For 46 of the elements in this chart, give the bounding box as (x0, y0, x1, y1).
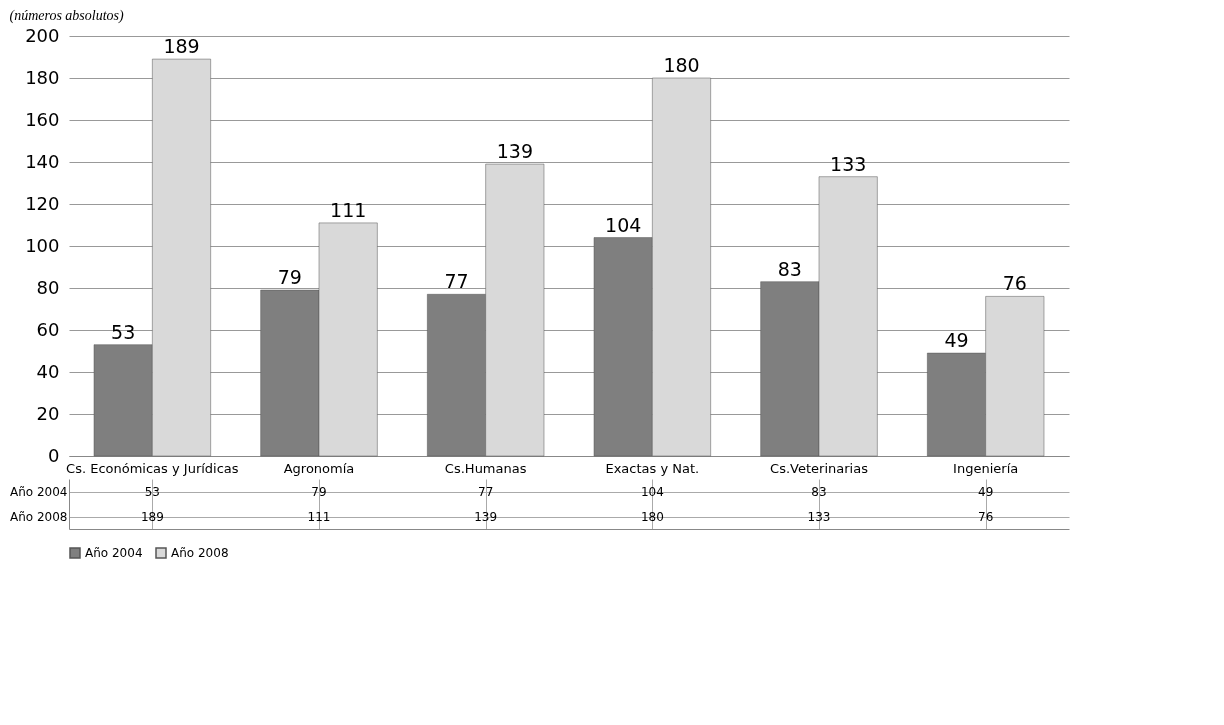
data-label: 180 (663, 54, 700, 76)
y-tick-label: 180 (25, 66, 60, 88)
data-label: 76 (1002, 272, 1027, 295)
text: 76 (978, 509, 994, 524)
text: Año 2008 (9, 510, 68, 524)
data-label: 189 (163, 35, 200, 58)
text: 139 (474, 509, 498, 524)
data-label: 133 (830, 152, 867, 175)
data-label: 49 (944, 329, 969, 352)
data-label: 53 (111, 320, 136, 343)
text: 79 (311, 484, 327, 499)
y-tick-label: 200 (25, 24, 60, 46)
x-tick-label: Cs.Veterinarias (770, 460, 869, 476)
text: 77 (478, 484, 494, 499)
x-tick-label: Agronomía (283, 460, 355, 476)
text: 104 (640, 484, 664, 499)
y-tick-label: 60 (36, 318, 60, 340)
data-label: 83 (777, 257, 802, 280)
text: 49 (978, 484, 994, 499)
text: 189 (140, 509, 164, 524)
y-tick-label: 20 (36, 402, 60, 424)
text: 133 (807, 509, 831, 524)
text: 53 (144, 484, 160, 499)
data-label: 139 (496, 140, 533, 163)
data-label: 77 (444, 270, 469, 293)
legend-label: Año 2008 (171, 546, 229, 560)
y-tick-label: 160 (25, 108, 60, 130)
y-tick-label: 120 (25, 192, 60, 214)
y-tick-label: 0 (48, 444, 60, 466)
y-tick-label: 40 (36, 360, 60, 382)
x-tick-label: Exactas y Nat. (605, 460, 700, 476)
data-label: 79 (277, 266, 302, 289)
y-tick-label: 80 (36, 276, 60, 298)
legend-label: Año 2004 (85, 546, 143, 560)
text: 83 (811, 484, 827, 499)
y-tick-label: 140 (25, 150, 60, 172)
y-tick-label: 100 (25, 234, 60, 256)
x-tick-label: Cs.Humanas (444, 460, 527, 476)
chart-subtitle: (números absolutos) (9, 8, 125, 24)
text: 180 (640, 509, 664, 524)
data-label: 111 (330, 198, 367, 221)
x-tick-label: Ingeniería (953, 460, 1019, 476)
x-tick-label: Cs. Económicas y Jurídicas (66, 460, 239, 476)
text: 111 (307, 509, 331, 524)
data-label: 104 (605, 213, 642, 236)
text: Año 2004 (9, 485, 68, 499)
